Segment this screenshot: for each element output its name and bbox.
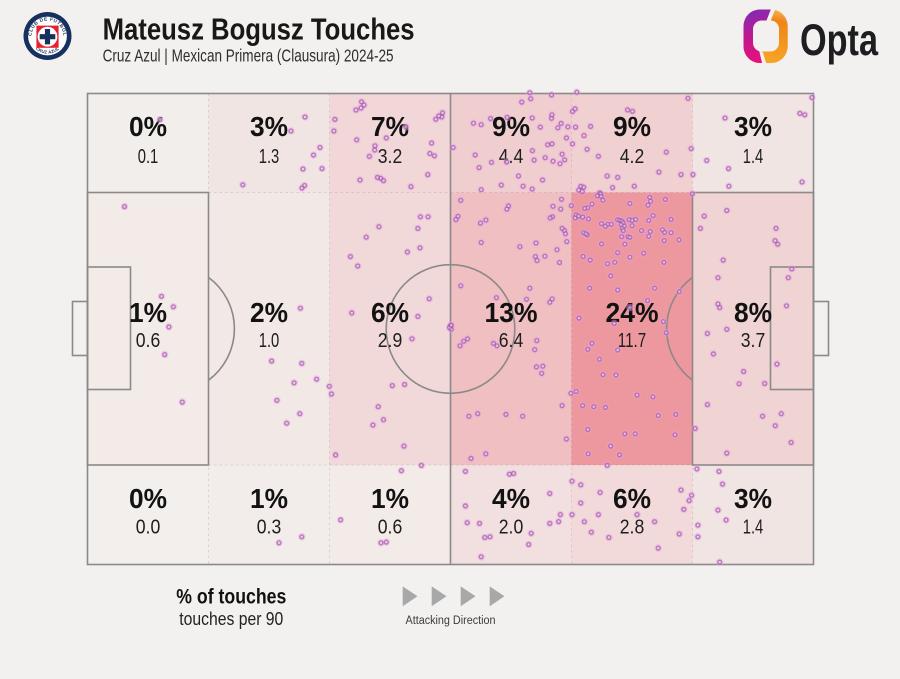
svg-text:0.1: 0.1 — [138, 146, 159, 168]
svg-text:6.4: 6.4 — [499, 330, 524, 352]
svg-text:11.7: 11.7 — [618, 330, 647, 352]
svg-text:3%: 3% — [250, 111, 288, 142]
svg-text:1%: 1% — [129, 297, 167, 328]
svg-text:1.4: 1.4 — [743, 146, 764, 168]
svg-text:6%: 6% — [371, 297, 409, 328]
svg-text:6%: 6% — [613, 483, 651, 514]
svg-text:3%: 3% — [734, 111, 772, 142]
svg-text:Mateusz Bogusz Touches: Mateusz Bogusz Touches — [103, 12, 415, 47]
svg-text:touches per 90: touches per 90 — [179, 609, 283, 629]
svg-text:1%: 1% — [250, 483, 288, 514]
svg-text:4.2: 4.2 — [620, 146, 645, 168]
svg-text:4%: 4% — [492, 483, 530, 514]
svg-text:4.4: 4.4 — [499, 146, 524, 168]
svg-text:9%: 9% — [613, 111, 651, 142]
svg-text:2%: 2% — [250, 297, 288, 328]
svg-text:8%: 8% — [734, 297, 772, 328]
svg-text:2.8: 2.8 — [620, 517, 645, 539]
svg-text:Attacking Direction: Attacking Direction — [406, 615, 496, 627]
svg-text:1.0: 1.0 — [259, 330, 280, 352]
svg-text:0%: 0% — [129, 483, 167, 514]
svg-text:3%: 3% — [734, 483, 772, 514]
svg-text:2.9: 2.9 — [378, 330, 403, 352]
svg-text:0.6: 0.6 — [136, 330, 161, 352]
svg-text:7%: 7% — [371, 111, 409, 142]
svg-text:% of touches: % of touches — [176, 585, 286, 608]
svg-text:0.0: 0.0 — [136, 517, 161, 539]
svg-text:0.3: 0.3 — [257, 517, 282, 539]
svg-text:3.7: 3.7 — [741, 330, 766, 352]
svg-text:Cruz Azul | Mexican Primera (C: Cruz Azul | Mexican Primera (Clausura) 2… — [103, 46, 394, 66]
svg-text:0.6: 0.6 — [378, 517, 403, 539]
svg-text:1.4: 1.4 — [743, 517, 764, 539]
svg-text:2.0: 2.0 — [499, 517, 524, 539]
svg-text:Opta: Opta — [800, 16, 879, 65]
svg-text:1.3: 1.3 — [259, 146, 280, 168]
svg-text:0%: 0% — [129, 111, 167, 142]
svg-text:1%: 1% — [371, 483, 409, 514]
svg-text:3.2: 3.2 — [378, 146, 403, 168]
svg-text:9%: 9% — [492, 111, 530, 142]
svg-text:13%: 13% — [485, 297, 538, 328]
svg-text:CRUZ AZUL: CRUZ AZUL — [35, 46, 60, 55]
